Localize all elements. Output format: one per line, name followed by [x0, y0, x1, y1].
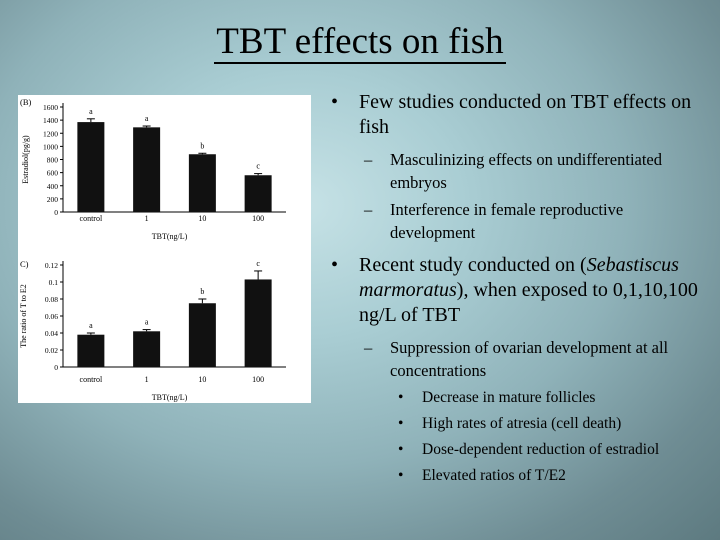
bar: [133, 331, 161, 367]
y-tick-label: 0.04: [45, 329, 58, 338]
y-tick-label: 200: [47, 195, 59, 204]
category-label: 1: [145, 214, 149, 223]
category-label: 100: [252, 375, 264, 384]
sub-bullet: – Interference in female reproductive de…: [364, 200, 624, 242]
category-label: control: [80, 214, 103, 223]
bullet-dot: •: [398, 441, 404, 458]
bar: [188, 303, 216, 367]
bar: [77, 334, 105, 367]
bullet-dash: –: [364, 200, 373, 219]
significance-letter: a: [145, 318, 149, 327]
bullet-list: • Few studies conducted on TBT effects o…: [328, 90, 708, 487]
y-tick-label: 600: [47, 169, 59, 178]
y-tick-label: 0.12: [45, 261, 58, 270]
y-tick-label: 0: [54, 208, 58, 217]
sub-bullet: – Suppression of ovarian development at …: [364, 338, 669, 380]
y-tick-label: 0.06: [45, 312, 58, 321]
bullet-2: • Recent study conducted on (Sebastiscus…: [331, 254, 698, 326]
sub-sub-bullet: • High rates of atresia (cell death): [328, 412, 708, 435]
category-label: control: [80, 375, 103, 384]
category-label: 100: [252, 214, 264, 223]
panel-label: (B): [20, 97, 32, 107]
figure-panel: 0 200 400 600 800 1000 1200 1400 1600 (B) Estradio…: [18, 95, 311, 403]
slide-title: TBT effects on fish: [214, 21, 506, 64]
bar-charts: 02004006008001000120014001600(B)Estradio…: [19, 97, 286, 402]
y-tick-label: 800: [47, 156, 59, 165]
y-tick-label: 0.08: [45, 295, 58, 304]
species-name: Sebastiscus marmoratus: [359, 254, 679, 301]
significance-letter: c: [256, 259, 260, 268]
y-tick-label: 1000: [43, 142, 58, 151]
y-tick-label: 1400: [43, 116, 58, 125]
sub-sub-bullet: • Dose-dependent reduction of estradiol: [328, 438, 708, 461]
significance-letter: a: [145, 114, 149, 123]
significance-letter: a: [89, 321, 93, 330]
bullet-dash: –: [364, 150, 373, 169]
significance-letter: c: [256, 162, 260, 171]
sub-sub-bullet: • Elevated ratios of T/E2: [328, 464, 708, 487]
category-label: 10: [198, 214, 206, 223]
x-axis-label: TBT(ng/L): [152, 232, 188, 241]
y-axis-label: Estradiol(pg/g): [21, 135, 30, 184]
y-tick-label: 0: [54, 363, 58, 372]
y-tick-label: 400: [47, 182, 59, 191]
bullet-dash: –: [364, 338, 373, 357]
bullet-1: • Few studies conducted on TBT effects o…: [331, 91, 692, 138]
bullet-dot: •: [398, 389, 404, 406]
significance-letter: a: [89, 107, 93, 116]
panel-label: C): [20, 259, 29, 269]
bullet-dot: •: [398, 415, 404, 432]
significance-letter: b: [200, 141, 204, 150]
category-label: 1: [145, 375, 149, 384]
sub-sub-bullet: • Decrease in mature follicles: [328, 386, 708, 409]
significance-letter: b: [200, 287, 204, 296]
y-tick-label: 0.02: [45, 346, 58, 355]
bullet-dot: •: [331, 254, 339, 276]
y-tick-label: 0.1: [49, 278, 59, 287]
bar: [133, 127, 161, 212]
y-tick-label: 1600: [43, 103, 58, 112]
bullet-dot: •: [398, 467, 404, 484]
bullet-dot: •: [331, 91, 339, 113]
bar: [77, 122, 105, 212]
y-axis-label: The ratio of T to E2: [19, 284, 28, 347]
y-tick-label: 1200: [43, 129, 58, 138]
category-label: 10: [198, 375, 206, 384]
bar: [244, 175, 272, 212]
bar: [244, 279, 272, 367]
bar: [188, 154, 216, 212]
x-axis-label: TBT(ng/L): [152, 393, 188, 402]
sub-bullet: – Masculinizing effects on undifferentia…: [364, 150, 663, 192]
